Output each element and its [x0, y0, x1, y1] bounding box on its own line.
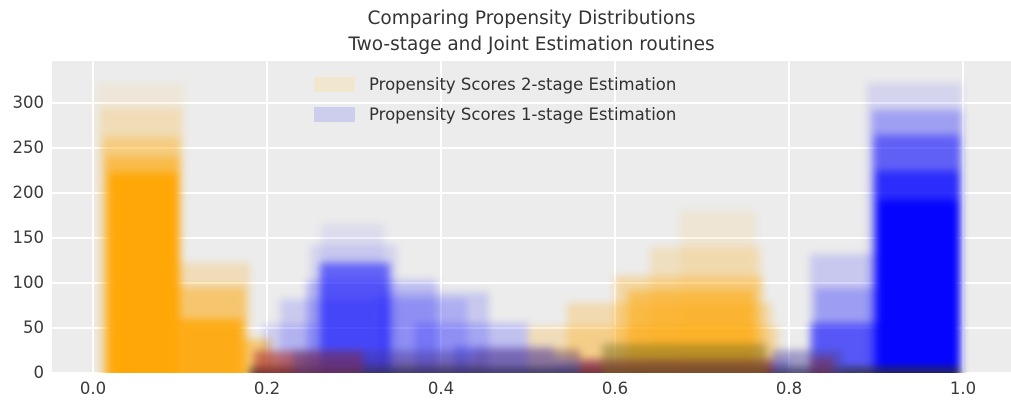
y-tick-label: 200	[12, 183, 45, 203]
gridline-vertical	[266, 61, 268, 373]
x-tick-label: 0.8	[775, 379, 803, 398]
gridline-horizontal	[52, 102, 1011, 105]
histogram-bar	[680, 211, 756, 373]
histogram-bar	[601, 344, 768, 373]
histogram-bar	[380, 292, 489, 373]
y-tick-label: 0	[33, 363, 45, 382]
histogram-bar	[253, 351, 363, 373]
y-tick-label: 250	[12, 138, 45, 158]
gridline-horizontal	[52, 237, 1011, 239]
legend-label-2stage: Propensity Scores 2-stage Estimation	[369, 75, 677, 94]
histogram-bar	[293, 349, 581, 373]
gridline-vertical	[614, 61, 616, 373]
legend-label-1stage: Propensity Scores 1-stage Estimation	[369, 105, 677, 124]
histogram-bar	[809, 254, 876, 373]
gridline-vertical	[962, 61, 964, 373]
x-tick-label: 0.0	[79, 379, 107, 398]
plot-area: Propensity Scores 2-stage Estimation Pro…	[52, 61, 1011, 373]
x-tick-label: 0.2	[253, 379, 281, 398]
chart-title-line2: Two-stage and Joint Estimation routines	[348, 33, 715, 55]
y-tick-label: 150	[12, 228, 45, 248]
histogram-bar	[108, 173, 179, 373]
histogram-bar	[614, 275, 763, 373]
histogram-bar	[809, 356, 835, 373]
legend-item-1stage: Propensity Scores 1-stage Estimation	[314, 105, 676, 124]
gridline-horizontal	[52, 147, 1011, 150]
legend-swatch-2stage-icon	[314, 77, 355, 92]
gridline-vertical	[92, 61, 94, 373]
histogram-bar	[320, 223, 385, 373]
chart-title-line1: Comparing Propensity Distributions	[367, 8, 696, 29]
legend-swatch-1stage-icon	[314, 107, 355, 122]
gridline-horizontal	[52, 327, 1011, 329]
gridline-horizontal	[52, 192, 1011, 194]
gridline-horizontal	[52, 282, 1011, 284]
histogram-bars-layer	[52, 61, 1011, 373]
gridline-vertical	[788, 61, 790, 373]
legend-item-2stage: Propensity Scores 2-stage Estimation	[314, 75, 676, 94]
histogram-bar	[877, 200, 959, 373]
x-tick-label: 0.6	[601, 379, 629, 398]
y-tick-label: 300	[12, 93, 45, 113]
histogram-bar	[649, 247, 762, 373]
x-tick-label: 0.4	[427, 379, 455, 398]
histogram-bar	[580, 358, 772, 373]
x-tick-label: 1.0	[949, 379, 977, 398]
legend: Propensity Scores 2-stage Estimation Pro…	[314, 75, 676, 124]
y-tick-label: 50	[23, 318, 44, 338]
chart-title: Comparing Propensity Distributions Two-s…	[52, 6, 1011, 57]
y-tick-label: 100	[12, 273, 45, 293]
histogram-bar	[179, 319, 243, 373]
histogram-bar	[414, 322, 528, 373]
gridline-vertical	[440, 61, 442, 373]
